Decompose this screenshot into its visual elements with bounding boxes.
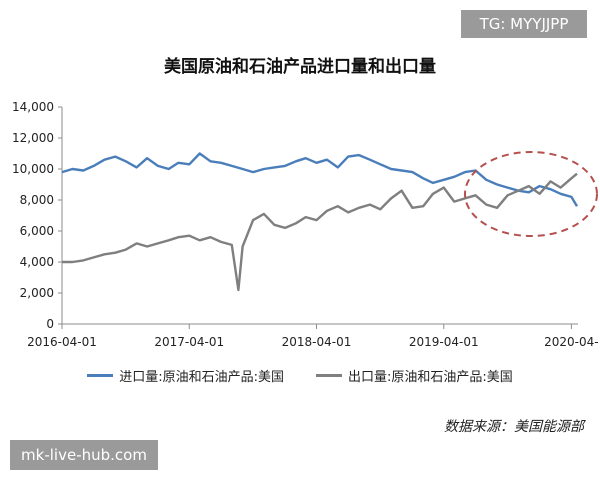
x-tick-label: 2020-04- [544, 335, 598, 349]
x-tick-label: 2017-04-01 [154, 335, 224, 349]
legend-label-export: 出口量:原油和石油产品:美国 [348, 370, 513, 385]
x-tick-label: 2018-04-01 [282, 335, 352, 349]
legend-item-import: 进口量:原油和石油产品:美国 [87, 366, 284, 385]
y-tick-label: 2,000 [20, 286, 54, 300]
series-line-export [62, 172, 578, 292]
legend: 进口量:原油和石油产品:美国 出口量:原油和石油产品:美国 [0, 366, 600, 385]
watermark-bottom: mk-live-hub.com [10, 440, 158, 470]
legend-swatch-import [87, 374, 114, 377]
legend-label-import: 进口量:原油和石油产品:美国 [119, 370, 284, 385]
highlight-ellipse [464, 151, 598, 237]
x-tick-label: 2016-04-01 [27, 335, 97, 349]
y-axis: 0 2,000 4,000 6,000 8,000 10,000 12,000 14,000 [12, 100, 63, 331]
y-tick-label: 14,000 [12, 100, 54, 114]
y-tick-label: 0 [46, 317, 54, 331]
x-tick-label: 2019-04-01 [409, 335, 479, 349]
chart-title: 美国原油和石油产品进口量和出口量 [164, 57, 436, 77]
y-tick-label: 4,000 [20, 255, 54, 269]
legend-swatch-export [316, 374, 342, 377]
series-lines [61, 152, 579, 292]
y-tick-label: 8,000 [20, 193, 54, 207]
watermark-top: TG: MYYJJPP [461, 10, 587, 38]
y-tick-label: 12,000 [12, 131, 54, 145]
legend-item-export: 出口量:原油和石油产品:美国 [316, 366, 513, 385]
source-note: 数据来源：美国能源部 [444, 419, 584, 435]
x-axis: 2016-04-01 2017-04-01 2018-04-01 2019-04-01… [27, 323, 599, 349]
y-tick-label: 6,000 [20, 224, 54, 238]
series-line-import [61, 152, 579, 207]
y-tick-label: 10,000 [12, 162, 54, 176]
